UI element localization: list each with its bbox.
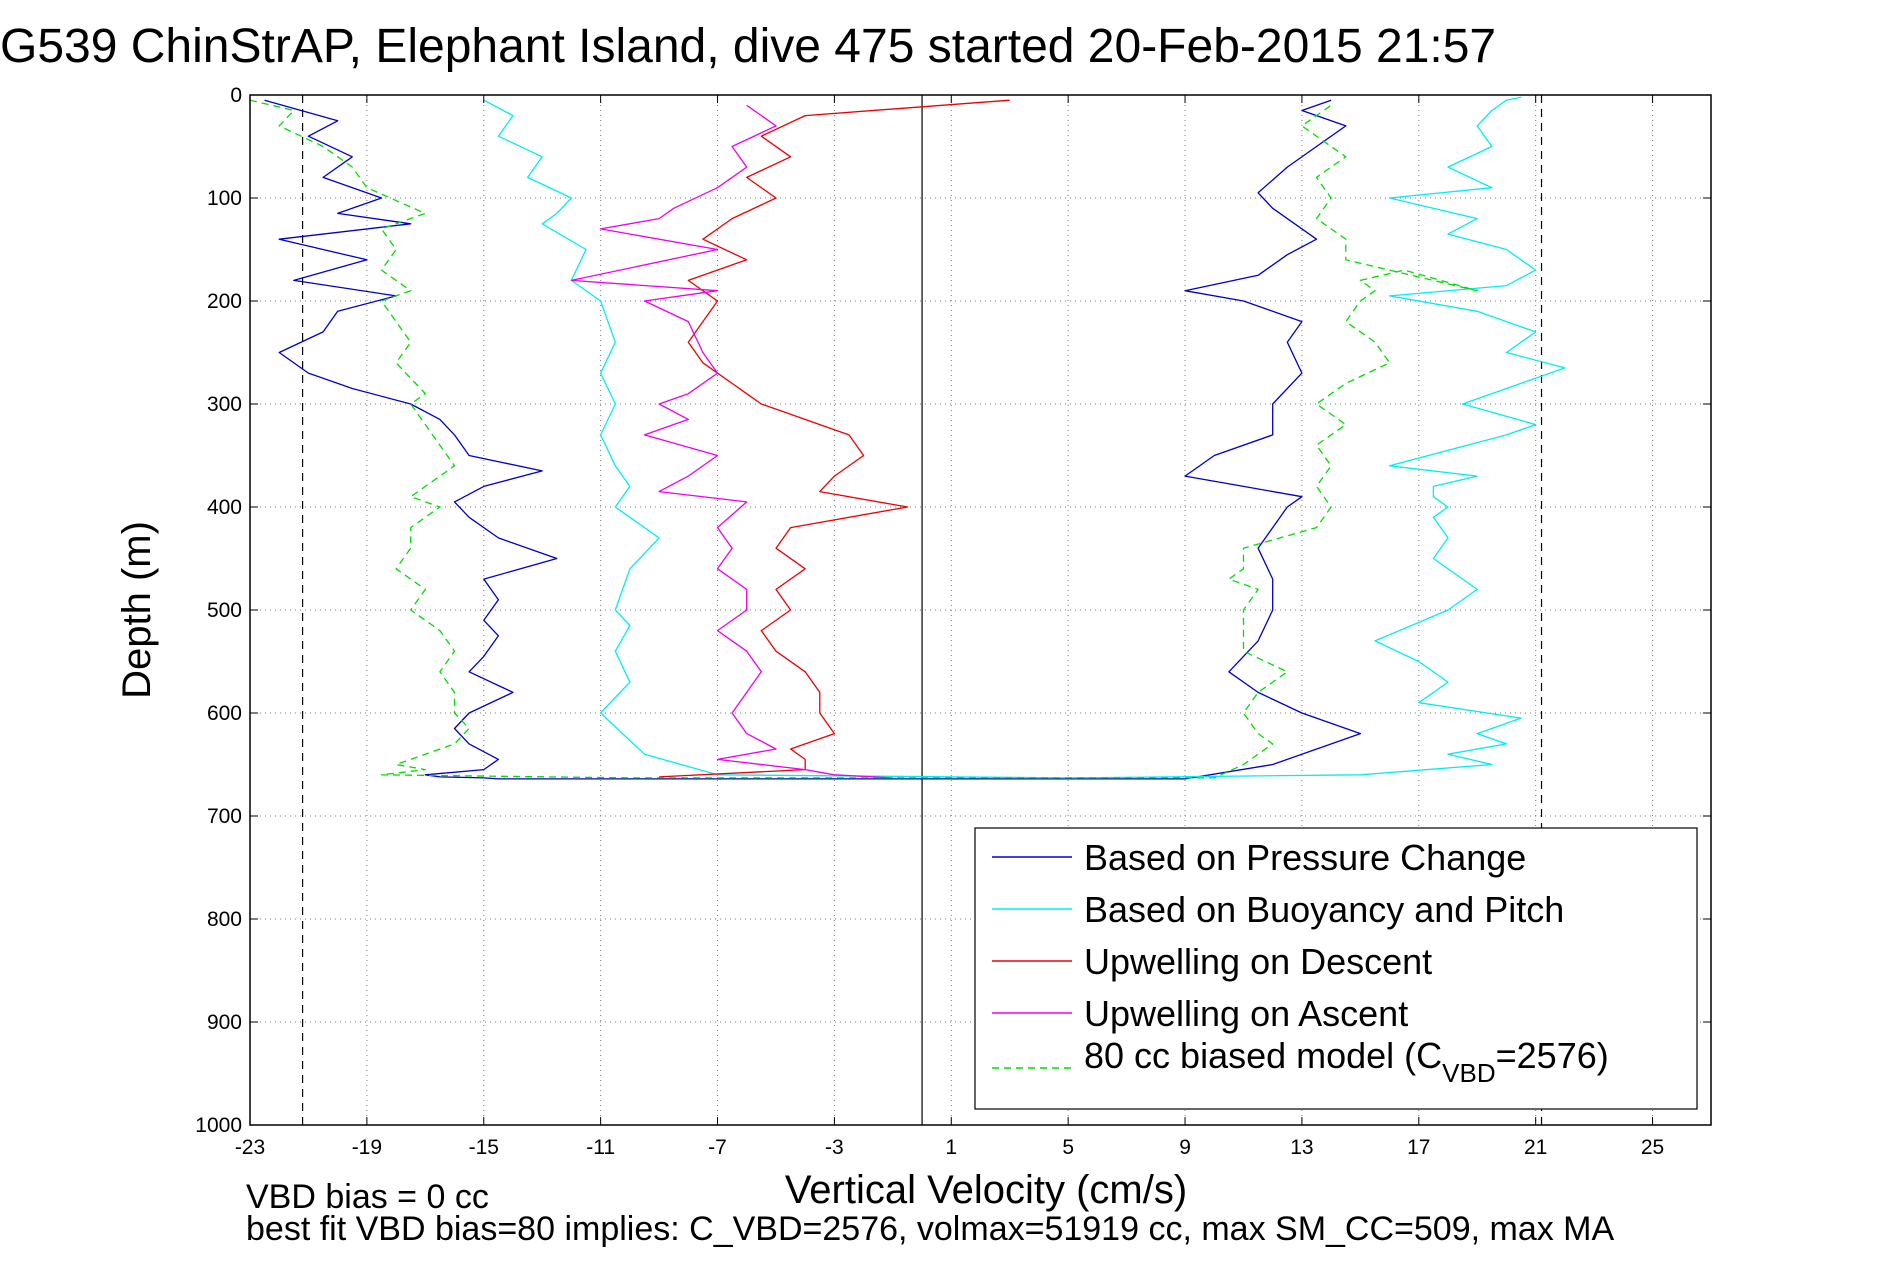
vbd-bias-note: VBD bias = 0 cc: [246, 1178, 489, 1216]
best-fit-note: best fit VBD bias=80 implies: C_VBD=2576…: [246, 1210, 1615, 1248]
x-tick-label: -11: [586, 1136, 615, 1159]
y-tick-label: 900: [207, 1011, 242, 1034]
y-tick-label: 200: [207, 290, 242, 313]
y-tick-label: 400: [207, 496, 242, 519]
legend-label-upwelling-descent: Upwelling on Descent: [1084, 941, 1432, 982]
y-tick-label: 500: [207, 599, 242, 622]
legend-label-buoyancy-pitch: Based on Buoyancy and Pitch: [1084, 889, 1564, 930]
series-upwelling-descent: [659, 99, 1010, 778]
legend-label-biased-model-subscript: VBD: [1442, 1058, 1495, 1088]
legend-label-pressure-change: Based on Pressure Change: [1084, 837, 1526, 878]
x-tick-label: -7: [708, 1136, 727, 1159]
series-upwelling-ascent: [570, 104, 893, 779]
y-tick-label: 600: [207, 702, 242, 725]
x-tick-label: 21: [1524, 1136, 1547, 1159]
y-tick-label: 1000: [195, 1114, 242, 1137]
x-tick-label: -19: [352, 1136, 382, 1159]
y-tick-label: 700: [207, 805, 242, 828]
legend-label-biased-model-main: 80 cc biased model (C: [1084, 1035, 1442, 1076]
axis-ticks: -23 -19 -15 -11 -7 -3 1 5 9 13 17 21 25 0 100 200 300 400…: [195, 84, 1711, 1159]
y-axis-label: Depth (m): [115, 521, 159, 699]
y-tick-label: 0: [230, 84, 242, 107]
series-biased-model: [250, 99, 1478, 779]
legend: Based on Pressure Change Based on Buoyan…: [974, 827, 1698, 1110]
series-buoyancy-pitch: [483, 96, 1566, 779]
y-tick-label: 300: [207, 393, 242, 416]
x-tick-label: 17: [1407, 1136, 1430, 1159]
y-tick-label: 800: [207, 908, 242, 931]
x-tick-label: -23: [235, 1136, 265, 1159]
legend-box: [974, 827, 1698, 1110]
legend-label-biased-model-suffix: =2576): [1496, 1035, 1609, 1076]
legend-label-biased-model: 80 cc biased model (CVBD=2576): [1084, 1035, 1609, 1088]
x-tick-label: -15: [469, 1136, 499, 1159]
x-axis-label: Vertical Velocity (cm/s): [785, 1168, 1187, 1212]
chart-title: G539 ChinStrAP, Elephant Island, dive 47…: [0, 20, 1496, 73]
series-group: [250, 96, 1566, 780]
y-tick-label: 100: [207, 187, 242, 210]
legend-label-upwelling-ascent: Upwelling on Ascent: [1084, 993, 1408, 1034]
x-tick-label: 1: [945, 1136, 957, 1159]
x-tick-label: 13: [1290, 1136, 1313, 1159]
x-tick-label: 25: [1641, 1136, 1664, 1159]
x-tick-label: 5: [1062, 1136, 1074, 1159]
x-tick-label: 9: [1179, 1136, 1191, 1159]
x-tick-label: -3: [825, 1136, 844, 1159]
series-pressure-change: [264, 99, 1362, 780]
